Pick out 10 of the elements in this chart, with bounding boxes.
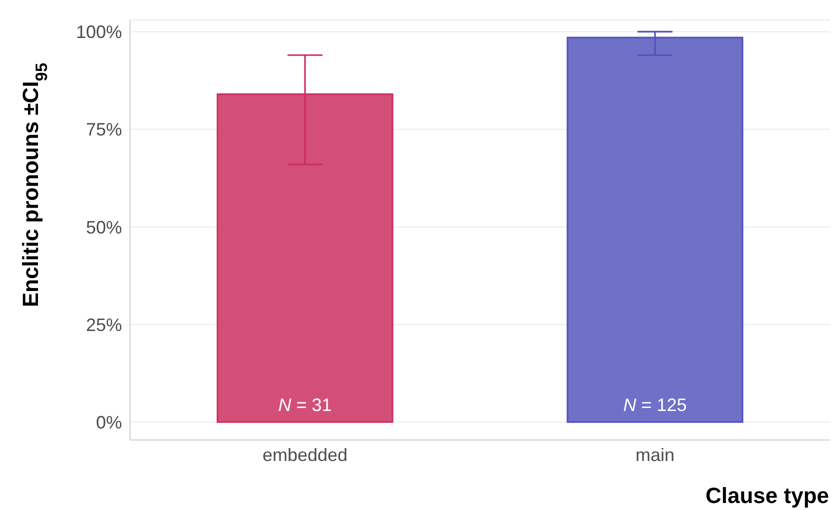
x-tick-label: main [635,444,675,465]
x-tick-label: embedded [262,444,348,465]
y-tick-label: 25% [86,314,122,335]
annotation: N = 31 [278,394,332,415]
annotation: N = 125 [623,394,687,415]
y-tick-label: 100% [76,22,122,42]
y-tick-label: 0% [96,412,122,432]
x-axis-title: Clause type [706,483,829,508]
y-tick-label: 75% [86,120,122,140]
y-tick-label: 50% [86,217,122,238]
